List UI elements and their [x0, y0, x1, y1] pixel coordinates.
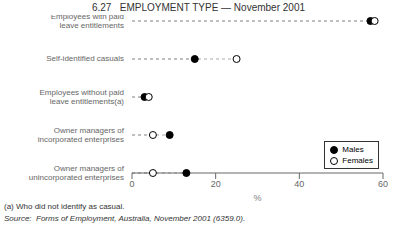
svg-text:Employees with paidleave entit: Employees with paidleave entitlements [51, 15, 124, 30]
html-text:Source: Forms of Employment, A: Source: Forms of Employment, Australia, … [4, 214, 246, 223]
svg-text:Employees without paidleave en: Employees without paidleave entitlements… [40, 88, 125, 106]
svg-text:%: % [253, 193, 261, 201]
html-text:6.27 EMPLOYMENT TYPE — Novembe: 6.27 EMPLOYMENT TYPE — November 2001 [92, 2, 305, 13]
html-text:(a) Who did not identify as ca: (a) Who did not identify as casual. [4, 202, 125, 211]
svg-text:60: 60 [378, 179, 388, 189]
svg-text:Owner managers ofunincorporate: Owner managers ofunincorporated enterpri… [29, 164, 125, 182]
svg-text:40: 40 [294, 179, 304, 189]
svg-text:Self-identified casuals: Self-identified casuals [46, 54, 124, 63]
svg-text:20: 20 [211, 179, 221, 189]
svg-text:0: 0 [129, 179, 134, 189]
html-text:Females: Females [342, 156, 373, 165]
html-text:Males: Males [342, 145, 364, 154]
svg-text:Owner managers ofincorporated: Owner managers ofincorporated enterprise… [38, 126, 125, 144]
